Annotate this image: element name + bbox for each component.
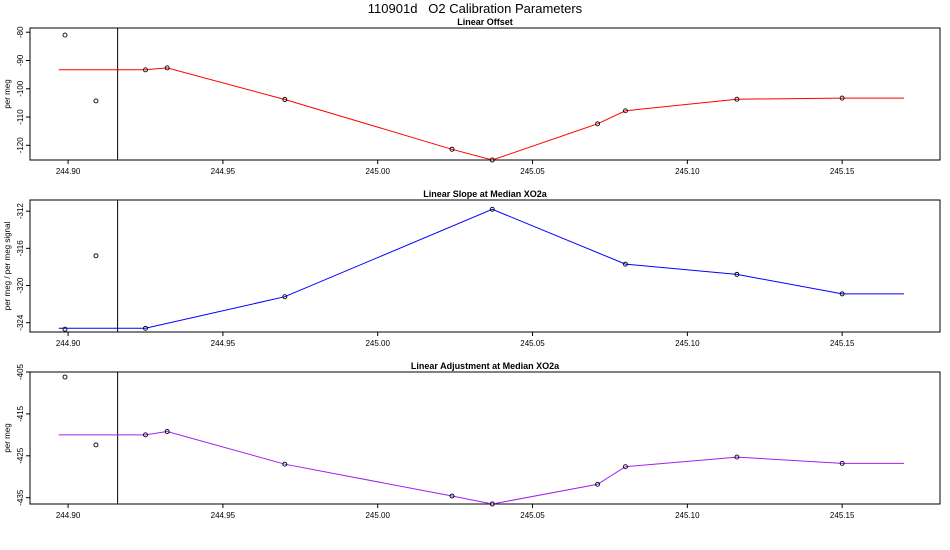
x-tick-label: 245.10 (675, 339, 700, 348)
series-line (58, 208, 905, 329)
data-point (622, 464, 628, 470)
data-point (489, 157, 495, 163)
data-point (62, 32, 68, 38)
data-point (622, 261, 628, 267)
data-point (143, 67, 148, 73)
x-tick-label: 245.15 (830, 167, 855, 176)
y-tick-label: -405 (16, 363, 25, 380)
data-point (839, 460, 845, 466)
x-tick-label: 245.00 (365, 167, 390, 176)
x-tick-label: 244.95 (211, 339, 236, 348)
plot-frame (29, 199, 941, 333)
x-tick-label: 244.95 (211, 167, 236, 176)
data-point (839, 291, 845, 297)
y-tick-label: -120 (16, 137, 25, 154)
y-tick-label: -425 (16, 447, 25, 464)
x-tick-label: 245.05 (520, 511, 545, 520)
x-tick-label: 245.15 (830, 339, 855, 348)
panel-offset: Linear Offset per meg 244.90 244.95 245.00 24… (3, 17, 941, 176)
series-line (58, 430, 905, 505)
panel-title: Linear Adjustment at Median XO2a (411, 361, 560, 371)
data-point (164, 429, 170, 434)
data-point (595, 121, 601, 127)
data-point (93, 98, 99, 104)
y-tick-label: -90 (16, 54, 25, 66)
y-tick-label: -80 (16, 26, 25, 38)
plot-frame (29, 371, 941, 505)
data-point (595, 481, 601, 487)
data-point (93, 442, 99, 448)
x-tick-label: 245.10 (675, 167, 700, 176)
data-point (282, 97, 288, 102)
data-point (489, 501, 495, 507)
panel-title: Linear Slope at Median XO2a (423, 189, 548, 199)
data-point (282, 461, 288, 467)
data-point (449, 493, 455, 499)
x-tick-label: 244.90 (56, 339, 81, 348)
data-point (93, 253, 99, 259)
data-point (282, 294, 288, 300)
data-point (164, 65, 170, 71)
panel-title: Linear Offset (457, 17, 513, 27)
data-point (449, 146, 455, 152)
y-tick-label: -100 (16, 80, 25, 97)
y-tick-label: -312 (16, 203, 25, 220)
series-line (58, 67, 905, 161)
data-point (734, 271, 740, 277)
x-tick-label: 245.10 (675, 511, 700, 520)
data-point (62, 326, 68, 332)
y-tick-label: -435 (16, 489, 25, 506)
data-point (143, 432, 148, 438)
data-point (734, 96, 740, 102)
y-axis-label: per meg / per meg signal (3, 222, 12, 311)
x-tick-label: 244.90 (56, 167, 81, 176)
x-tick-label: 245.00 (365, 511, 390, 520)
panel-slope: Linear Slope at Median XO2a per meg / per… (3, 189, 941, 348)
y-axis-label: per meg (3, 423, 12, 452)
x-tick-label: 244.90 (56, 511, 81, 520)
y-tick-label: -415 (16, 405, 25, 422)
page-title: 110901d O2 Calibration Parameters (367, 1, 583, 16)
x-tick-label: 245.05 (520, 339, 545, 348)
y-tick-label: -110 (16, 109, 25, 125)
y-axis-label: per meg (3, 79, 12, 108)
x-tick-label: 245.05 (520, 167, 545, 176)
y-tick-label: -320 (16, 277, 25, 294)
data-point (489, 206, 495, 212)
data-point (622, 108, 628, 114)
x-tick-label: 244.95 (211, 511, 236, 520)
data-point (62, 374, 68, 380)
panel-adjustment: Linear Adjustment at Median XO2a per meg 2… (3, 361, 941, 520)
x-tick-label: 245.15 (830, 511, 855, 520)
y-tick-label: -316 (16, 240, 25, 257)
y-tick-label: -324 (16, 314, 25, 331)
x-tick-label: 245.00 (365, 339, 390, 348)
plot-frame (29, 27, 941, 161)
data-point (839, 95, 845, 101)
data-point (734, 454, 740, 460)
data-point (143, 325, 148, 331)
